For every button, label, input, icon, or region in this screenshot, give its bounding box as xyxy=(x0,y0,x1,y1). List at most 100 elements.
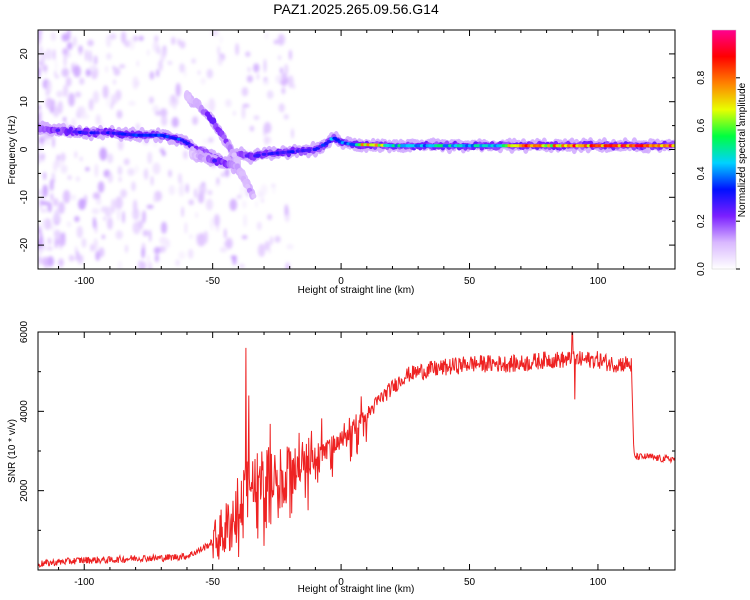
noise-blob xyxy=(92,90,100,104)
noise-blob xyxy=(78,45,83,54)
noise-blob xyxy=(225,100,232,108)
colorbar: 0.0 0.2 0.4 0.6 0.8 Normalized spectral ampl… xyxy=(696,29,748,276)
noise-blob xyxy=(154,110,161,116)
noise-blob xyxy=(224,167,230,178)
ridge-peak xyxy=(326,140,332,144)
noise-blob xyxy=(74,91,82,98)
noise-blob xyxy=(65,77,72,87)
noise-blob xyxy=(153,246,161,255)
noise-blob xyxy=(38,152,41,165)
noise-blob xyxy=(283,114,289,120)
noise-blob xyxy=(281,87,286,95)
ridge-lower-branch xyxy=(188,146,257,200)
snr-ytick-label: 6000 xyxy=(19,320,30,343)
noise-blob xyxy=(207,189,213,196)
noise-blob xyxy=(95,114,102,125)
noise-blob xyxy=(99,147,108,161)
noise-blob xyxy=(202,139,210,144)
noise-blob xyxy=(78,198,86,210)
noise-blob xyxy=(208,98,216,113)
noise-blob xyxy=(38,33,42,42)
noise-blob xyxy=(106,96,110,108)
noise-blob xyxy=(50,223,55,231)
noise-blob xyxy=(277,55,282,61)
colorbar-ticks: 0.0 0.2 0.4 0.6 0.8 xyxy=(696,70,740,276)
noise-blob xyxy=(159,108,168,118)
noise-blob xyxy=(79,156,83,162)
spectrogram-xtick-label: 100 xyxy=(590,276,607,287)
noise-blob xyxy=(39,58,44,73)
noise-blob xyxy=(63,116,67,123)
noise-blob xyxy=(57,100,63,114)
noise-blob xyxy=(56,90,64,98)
noise-blob xyxy=(61,67,70,78)
noise-blob xyxy=(135,123,140,131)
noise-blob xyxy=(58,201,65,214)
noise-blob xyxy=(62,189,71,204)
noise-blob xyxy=(123,158,130,166)
noise-blob xyxy=(263,58,267,73)
noise-blob xyxy=(241,105,246,120)
noise-blob xyxy=(153,195,157,204)
spectrogram-xtick-label: -100 xyxy=(74,276,94,287)
noise-blob xyxy=(173,104,176,110)
noise-blob xyxy=(256,221,262,231)
noise-blob xyxy=(157,60,163,71)
noise-blob xyxy=(168,185,175,196)
noise-blob xyxy=(129,37,135,51)
noise-blob xyxy=(62,48,69,56)
noise-blob xyxy=(43,171,47,181)
noise-blob xyxy=(164,239,171,249)
colorbar-gradient xyxy=(712,30,736,269)
noise-blob xyxy=(100,206,109,213)
noise-blob xyxy=(119,64,126,69)
noise-blob xyxy=(105,65,108,73)
noise-blob xyxy=(219,246,228,253)
noise-blob xyxy=(38,39,41,45)
noise-blob xyxy=(47,237,52,245)
noise-blob xyxy=(128,101,136,106)
noise-blob xyxy=(134,164,139,174)
noise-blob xyxy=(38,224,41,230)
noise-blob xyxy=(94,163,99,178)
noise-blob xyxy=(85,167,90,172)
colorbar-frame xyxy=(711,29,737,270)
noise-blob xyxy=(117,260,123,269)
noise-blob xyxy=(253,63,260,73)
noise-blob xyxy=(257,243,266,257)
noise-blob xyxy=(97,181,105,193)
noise-blob xyxy=(60,152,66,162)
ridge-peak xyxy=(306,148,312,152)
noise-blob xyxy=(90,244,95,252)
noise-blob xyxy=(158,245,166,253)
noise-blob xyxy=(122,210,125,224)
noise-blob xyxy=(63,53,67,68)
noise-blob xyxy=(245,51,251,57)
noise-blob xyxy=(45,89,50,97)
noise-blob xyxy=(152,105,160,113)
noise-blob xyxy=(154,254,159,263)
noise-blob xyxy=(93,55,98,65)
noise-blob xyxy=(103,216,106,221)
noise-blob xyxy=(146,204,154,209)
noise-blob xyxy=(89,50,92,63)
noise-blob xyxy=(71,194,77,201)
noise-blob xyxy=(101,234,106,240)
noise-blob xyxy=(263,79,270,86)
snr-panel: -100 -50 0 50 100 2000 4000 6000 Height of stra… xyxy=(7,320,676,595)
noise-blob xyxy=(38,61,44,66)
noise-blob xyxy=(38,142,41,147)
noise-blob xyxy=(53,48,56,61)
noise-blob xyxy=(203,230,208,244)
spectrogram-xlabel: Height of straight line (km) xyxy=(298,285,415,296)
noise-blob xyxy=(38,47,41,53)
noise-blob xyxy=(118,176,122,182)
noise-blob xyxy=(267,214,272,221)
noise-blob xyxy=(75,176,80,182)
noise-blob xyxy=(41,219,46,229)
noise-blob xyxy=(230,255,237,260)
noise-blob xyxy=(278,103,285,113)
noise-blob xyxy=(191,58,197,64)
noise-blob xyxy=(54,70,57,77)
